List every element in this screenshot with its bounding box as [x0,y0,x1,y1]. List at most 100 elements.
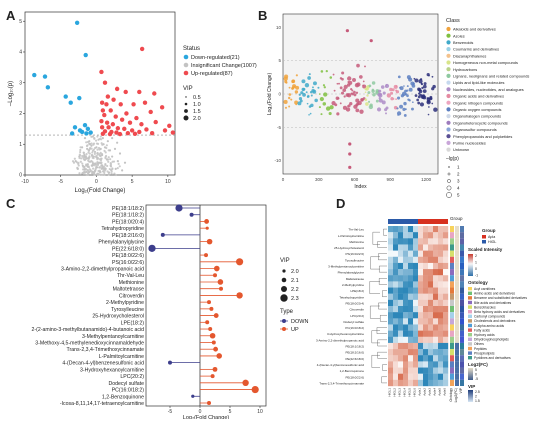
ontology-bar-cell [450,238,454,245]
point [284,106,288,109]
heatmap-cell [403,361,409,368]
heatmap-cell [388,293,394,301]
row-dendrogram [382,290,387,297]
heatmap-cell [423,256,429,264]
heatmap-cell [438,373,444,381]
legend-class-label: Unknown [453,147,469,152]
point [385,86,387,88]
legend-ontology-swatch [468,300,472,305]
point [420,83,424,86]
point [337,97,340,100]
lollipop-head [175,204,183,212]
point-insignificant [88,140,91,143]
side-bar-label: Log2(FC) [454,388,458,402]
heatmap-cell [403,262,409,270]
point-insignificant [93,152,96,155]
heatmap-cell [438,367,444,374]
point [294,100,299,105]
heatmap-cell [418,293,424,301]
point [323,86,326,89]
heatmap-cell [398,287,404,294]
point-insignificant [90,144,93,147]
y-tick-label: 0 [278,92,281,97]
point-up [105,94,111,99]
heatmap-cell [413,250,419,257]
heatmap-cell [443,318,449,325]
vip-bar-cell [460,232,464,239]
side-bar-label: VIP [459,387,463,393]
heatmap-cell [428,262,434,270]
heatmap-cell [428,342,434,350]
point-up [99,118,104,124]
heatmap-cell [403,275,409,282]
lollipop-head [189,212,194,217]
point [366,94,369,97]
point [385,112,387,115]
lfc-bar-cell [455,349,459,356]
x-tick-label: 5 [229,409,232,415]
lollipop-head [207,401,211,405]
row-label: Thr-Val-Leu [348,228,364,232]
heatmap-cell [413,379,419,387]
point [341,77,344,81]
ontology-bar-cell [450,379,454,386]
point [402,107,406,111]
heatmap-cell [403,312,409,319]
point-insignificant [88,143,92,146]
point [300,91,304,95]
point-up [118,102,123,107]
point-insignificant [113,172,116,175]
legend-ontology-label: Hydroxy acids [474,333,495,337]
legend-ontology-swatch [468,287,472,291]
legend-ontology-title: Ontology [468,280,488,285]
ontology-bar-cell [450,256,454,263]
heatmap-cell [388,324,394,331]
point [396,96,401,100]
point-insignificant [96,172,99,175]
legend-group-title: Group [482,228,496,233]
row-label: PE(18:1/18:2) [345,345,364,349]
heatmap-cell [443,349,449,356]
point [312,86,314,89]
row-dendrogram [382,364,387,371]
point [423,82,427,86]
lollipop-head [191,394,195,398]
heatmap-cell [398,262,404,270]
metabolite-label: Tetrahydropyridine [101,226,144,232]
heatmap-cell [413,269,419,276]
point [283,99,288,104]
point-insignificant [111,160,114,163]
heatmap-cell [418,355,424,362]
row-label: PE(18:2/16:0) [345,351,364,355]
point [308,105,312,108]
point-insignificant [114,167,117,170]
point-insignificant [121,169,124,172]
point [312,81,317,86]
point [288,105,291,108]
heatmap-cell [433,281,439,288]
heatmap-cell [428,336,434,344]
heatmap-cell [423,306,429,313]
point-insignificant [104,163,107,166]
heatmap-cell [433,275,439,282]
vip-bar-cell [460,367,464,374]
heatmap-cell [443,287,449,294]
heatmap-cell [423,226,429,233]
point [322,84,326,87]
vip-bar-cell [460,318,464,325]
metabolite-label: Tyrosylleucine [111,307,144,313]
y-axis-label: –Log₁₀(p) [8,81,14,106]
point-insignificant [116,160,119,163]
lollipop-head [204,253,208,258]
heatmap-cell [413,330,419,337]
legend-ontology-swatch [468,351,472,355]
heatmap-cell [418,324,424,331]
row-dendrogram [370,256,380,270]
heatmap-cell [428,299,434,307]
vip-bar-cell [460,306,464,313]
heatmap-cell [433,269,439,276]
legend-ontology-label: Phospholipids [474,351,495,355]
legend-ontology-label: D-alpha amino acids [474,324,504,328]
metabolite-label: 4-(Decan-4-yl)benzenesulfonic acid [62,361,144,367]
ontology-bar-cell [450,367,454,374]
